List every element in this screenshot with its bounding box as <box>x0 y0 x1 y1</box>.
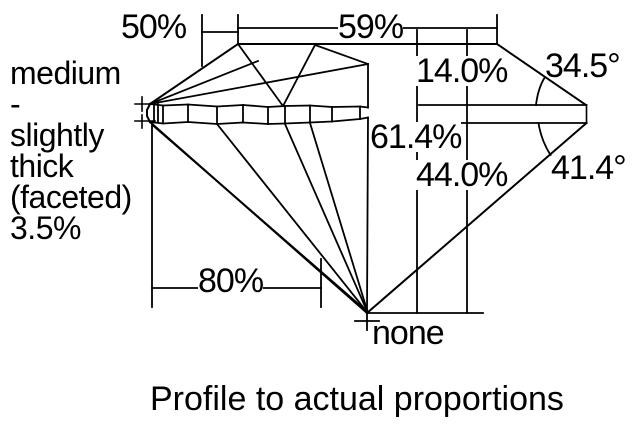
label-total-depth: 61.4% <box>370 118 462 156</box>
pavilion-facets <box>151 116 369 314</box>
label-pavilion-depth: 44.0% <box>416 156 508 194</box>
girdle-thickness-marks <box>134 96 156 129</box>
culet-mark <box>354 310 380 331</box>
label-culet: none <box>372 314 445 352</box>
label-girdle-thickness: medium - slightly thick (faceted) 3.5% <box>10 55 132 246</box>
label-lower-girdle-length: 80% <box>198 262 264 300</box>
label-crown-angle: 34.5° <box>545 47 621 85</box>
caption: Profile to actual proportions <box>150 380 564 418</box>
label-crown-height: 14.0% <box>416 52 508 90</box>
girdle-band <box>149 103 370 125</box>
label-star-length: 50% <box>121 8 187 46</box>
girdle-line-5: (faceted) <box>10 179 132 215</box>
girdle-line-1: medium <box>10 55 121 91</box>
label-pavilion-angle: 41.4° <box>551 149 627 187</box>
crown-facets <box>148 42 370 109</box>
girdle-line-2: - <box>10 86 21 122</box>
label-table-size: 59% <box>338 8 404 46</box>
girdle-line-3: slightly <box>10 117 104 153</box>
girdle-line-4: thick <box>10 148 74 184</box>
angle-arcs <box>535 75 552 157</box>
girdle-line-6: 3.5% <box>10 210 81 246</box>
